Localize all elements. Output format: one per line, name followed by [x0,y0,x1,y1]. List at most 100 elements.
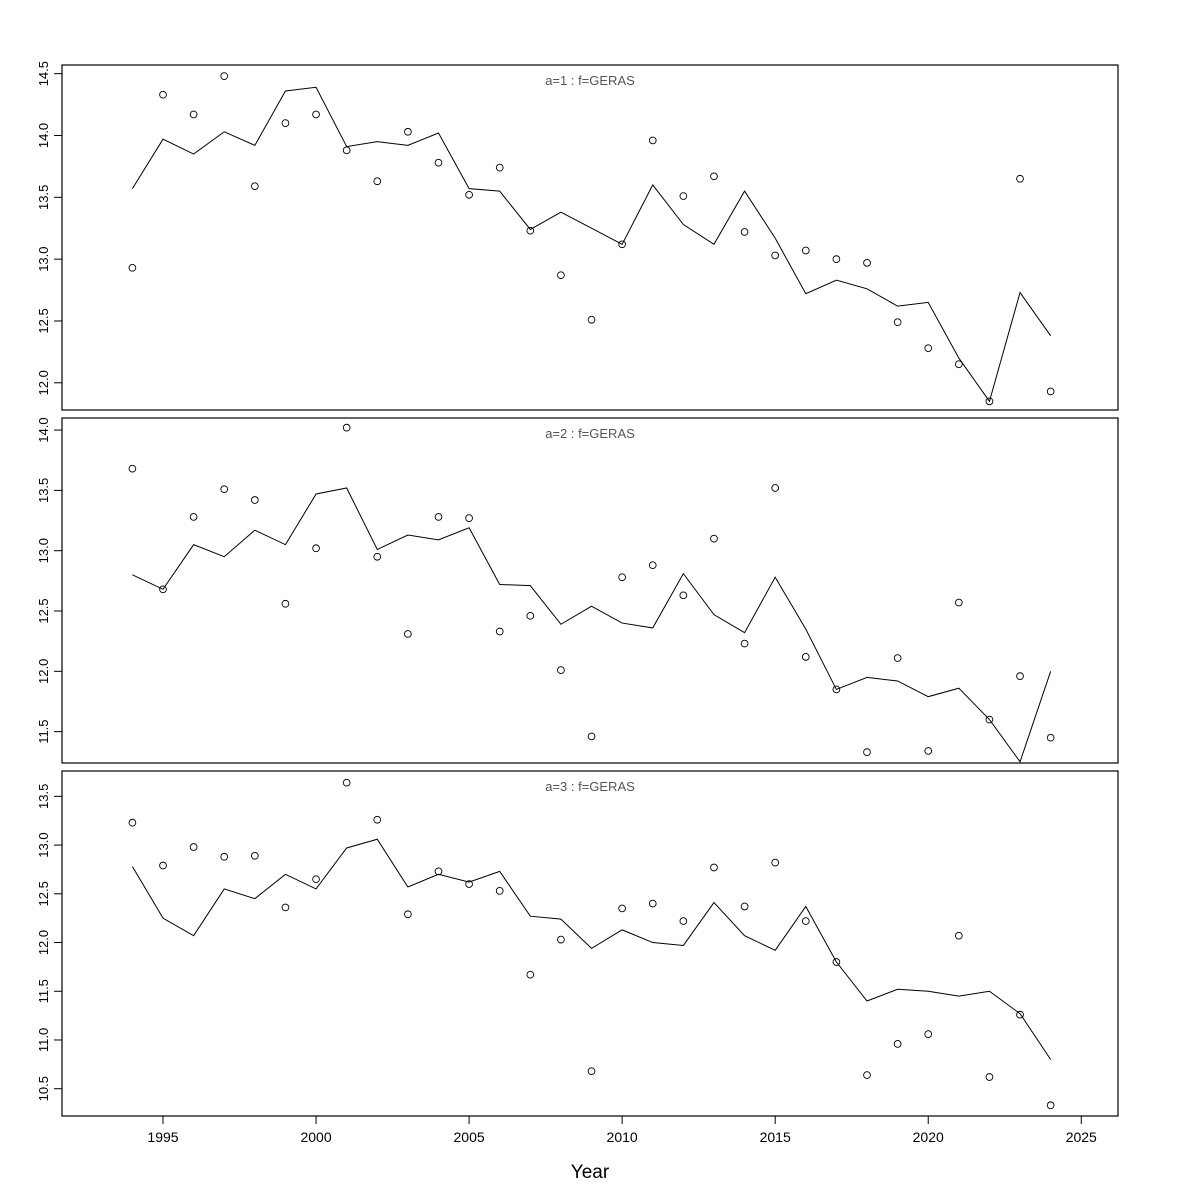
data-point [312,110,320,119]
data-point [250,851,259,860]
data-point [1046,733,1055,742]
data-point [404,127,412,136]
data-point [373,815,382,824]
data-point [618,573,626,582]
data-point [220,852,229,861]
data-point [710,863,718,872]
data-point [924,747,933,755]
data-point [342,423,351,432]
y-tick-label: 13.0 [36,246,51,271]
data-point [220,485,229,494]
y-tick-label: 13.0 [36,538,51,563]
fit-line [131,838,1052,1060]
data-point [648,561,657,570]
y-tick-label: 11.5 [36,979,51,1003]
data-point [557,666,565,674]
y-tick-label: 11.0 [36,1028,51,1052]
y-tick-label: 12.0 [36,930,51,955]
data-point [832,255,841,263]
data-point [710,172,718,181]
x-tick-label: 1995 [147,1129,178,1145]
panel-title: a=2 : f=GERAS [545,426,635,441]
data-point [557,935,565,944]
y-tick-label: 12.5 [36,308,51,333]
fit-line [132,487,1052,763]
data-point [587,1067,596,1076]
data-point [771,251,780,260]
data-point [373,552,382,561]
data-point [404,630,412,638]
data-point [220,72,229,80]
panel-3: 10.5 11.0 11.5 12.0 12.5 13.0 13.5 a=3 : f=GERA… [36,770,1119,1117]
y-tick-label: 10.5 [36,1076,51,1101]
y-tick-label: 12.5 [36,881,51,906]
y-tick-label: 12.0 [36,659,51,684]
data-point [954,931,963,940]
data-point [893,1040,902,1048]
data-point [281,119,290,127]
data-point [373,177,382,186]
data-point [863,258,871,267]
data-point [863,1071,871,1079]
data-point [771,858,780,867]
y-tick-label: 14.0 [36,417,51,442]
y-tick-label: 13.0 [36,832,51,857]
data-point [985,397,994,406]
x-axis-label: Year [571,1162,610,1183]
data-point [985,715,994,724]
data-point [863,748,871,756]
panel-1: 12.0 12.5 13.0 13.5 14.0 14.5 a=1 : f=GERAS [36,61,1119,411]
y-tick-label: 11.5 [36,719,51,743]
x-tick-label: 2015 [760,1129,791,1145]
data-point [434,867,443,876]
data-point [495,887,504,895]
data-point [740,639,749,648]
data-point [954,598,963,607]
data-point [495,627,504,636]
data-point [985,1073,994,1081]
data-point [954,360,963,369]
panel-title: a=3 : f=GERAS [545,779,635,794]
data-point [526,226,535,235]
data-point [924,344,933,353]
x-axis: 1995 2000 2005 2010 2015 2020 2025 Year [147,1116,1097,1183]
data-point [679,192,688,200]
data-point [312,544,320,553]
y-tick-label: 13.5 [36,478,51,503]
data-point [465,190,473,199]
y-tick-label: 13.5 [36,185,51,210]
data-point [465,880,473,888]
y-tick-label: 13.5 [36,784,51,809]
data-point [189,513,198,521]
data-point [250,496,259,504]
panel-border [61,417,1119,764]
data-point [618,904,626,913]
y-tick-label: 14.0 [36,123,51,148]
x-tick-label: 2025 [1066,1129,1097,1145]
data-point [250,182,259,191]
data-point [587,732,596,741]
y-tick-label: 12.5 [36,598,51,623]
fit-line [131,86,1052,403]
data-point [832,685,841,694]
data-point [740,228,749,236]
y-tick-label: 12.0 [36,370,51,395]
data-point [342,146,351,155]
data-point [679,917,688,925]
data-point [281,599,290,608]
data-point [404,910,412,919]
data-point [1016,1010,1024,1019]
x-tick-label: 2010 [607,1129,638,1145]
panel-title: a=1 : f=GERAS [545,73,635,88]
data-point [526,970,535,979]
data-point [801,917,810,925]
x-tick-label: 2000 [300,1129,331,1145]
data-point [281,903,290,912]
data-point [740,902,749,911]
data-point [771,484,780,492]
data-point [159,861,167,870]
data-point [893,318,902,327]
data-point [710,534,718,543]
